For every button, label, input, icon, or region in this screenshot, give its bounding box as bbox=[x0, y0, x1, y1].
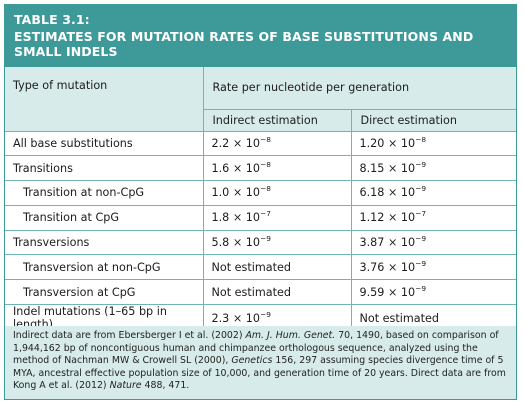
table-footnote: Indirect data are from Ebersberger I et … bbox=[5, 326, 516, 399]
table-row: All base substitutions 2.2 × 10−8 1.20 × 1… bbox=[5, 131, 516, 157]
type-of-mutation-header: Type of mutation bbox=[5, 67, 203, 132]
rate-mantissa: Not estimated bbox=[211, 285, 292, 299]
rate-mantissa: 1.0 × 10 bbox=[211, 186, 261, 200]
mutation-type-cell: Transition at CpG bbox=[5, 205, 203, 231]
footnote-journal: Genetics bbox=[231, 355, 273, 367]
rate-mantissa: Not estimated bbox=[211, 260, 292, 274]
footnote-journal: Nature bbox=[109, 380, 142, 392]
direct-estimation-cell: 1.12 × 10−7 bbox=[350, 205, 516, 231]
rate-exponent: −8 bbox=[415, 134, 427, 144]
indirect-estimation-cell: 5.8 × 10−9 bbox=[202, 230, 351, 256]
rate-mantissa: 3.76 × 10 bbox=[359, 260, 416, 274]
indirect-estimation-cell: 1.8 × 10−7 bbox=[202, 205, 351, 231]
rate-mantissa: 2.2 × 10 bbox=[211, 136, 261, 150]
rate-exponent: −9 bbox=[260, 309, 271, 319]
mutation-type-cell: Transversion at CpG bbox=[5, 279, 203, 306]
direct-estimation-cell: 3.87 × 10−9 bbox=[350, 230, 516, 256]
indirect-estimation-cell: 1.0 × 10−8 bbox=[202, 180, 351, 206]
mutation-type-cell: Transitions bbox=[5, 155, 203, 182]
footnote-text: 156, 297 assuming species divergence tim… bbox=[13, 355, 506, 392]
mutation-rate-table: Type of mutation Rate per nucleotide per… bbox=[5, 67, 516, 333]
indirect-estimation-cell: 2.2 × 10−8 bbox=[202, 131, 351, 157]
rate-exponent: −9 bbox=[415, 159, 427, 169]
rate-exponent: −9 bbox=[415, 234, 427, 244]
rate-mantissa: 3.87 × 10 bbox=[359, 236, 416, 250]
table-row: Transition at CpG 1.8 × 10−7 1.12 × 10−7 bbox=[5, 205, 516, 231]
direct-estimation-cell: 3.76 × 10−9 bbox=[350, 254, 516, 281]
direct-estimation-cell: 6.18 × 10−9 bbox=[350, 180, 516, 206]
mutation-type-cell: All base substitutions bbox=[5, 131, 203, 157]
mutation-type-cell: Transition at non-CpG bbox=[5, 180, 203, 206]
footnote-text: 488, 471. bbox=[141, 380, 190, 392]
table-number: TABLE 3.1: bbox=[14, 12, 90, 27]
rate-exponent: −9 bbox=[415, 184, 427, 194]
direct-estimation-cell: 8.15 × 10−9 bbox=[350, 155, 516, 182]
rate-mantissa: 9.59 × 10 bbox=[359, 285, 416, 299]
header-row-1: Type of mutation Rate per nucleotide per… bbox=[5, 67, 516, 132]
rate-exponent: −9 bbox=[260, 234, 271, 244]
rate-mantissa: 1.6 × 10 bbox=[211, 161, 261, 175]
rate-exponent: −9 bbox=[415, 283, 427, 293]
indirect-estimation-cell: Not estimated bbox=[202, 254, 351, 281]
rate-exponent: −8 bbox=[260, 159, 271, 169]
mutation-type-cell: Transversion at non-CpG bbox=[5, 254, 203, 281]
rate-exponent: −9 bbox=[415, 258, 427, 268]
rate-mantissa: 1.20 × 10 bbox=[359, 136, 416, 150]
footnote-text: 70, 1490, based on comparison of 1,944,1… bbox=[13, 330, 499, 367]
footnote-text: Indirect data are from Ebersberger I et … bbox=[13, 330, 246, 341]
direct-estimation-cell: 1.20 × 10−8 bbox=[350, 131, 516, 157]
rate-exponent: −7 bbox=[260, 209, 271, 219]
rate-mantissa: 1.8 × 10 bbox=[211, 211, 261, 225]
mutation-type-cell: Transversions bbox=[5, 230, 203, 256]
rate-header: Rate per nucleotide per generation bbox=[202, 67, 516, 110]
table-row: Transversion at non-CpG Not estimated 3.76… bbox=[5, 254, 516, 281]
indirect-estimation-header: Indirect estimation bbox=[202, 109, 351, 132]
rate-exponent: −8 bbox=[260, 184, 271, 194]
table-frame: TABLE 3.1: ESTIMATES FOR MUTATION RATES … bbox=[4, 4, 517, 400]
indirect-estimation-cell: 1.6 × 10−8 bbox=[202, 155, 351, 182]
table-title: ESTIMATES FOR MUTATION RATES OF BASE SUB… bbox=[14, 29, 474, 59]
table-row: Transversion at CpG Not estimated 9.59 × 1… bbox=[5, 279, 516, 306]
table-header-band: TABLE 3.1: ESTIMATES FOR MUTATION RATES … bbox=[5, 5, 516, 67]
indirect-estimation-cell: Not estimated bbox=[202, 279, 351, 306]
table-row: Transition at non-CpG 1.0 × 10−8 6.18 × 10… bbox=[5, 180, 516, 206]
direct-estimation-header: Direct estimation bbox=[350, 109, 516, 132]
table-row: Transversions 5.8 × 10−9 3.87 × 10−9 bbox=[5, 230, 516, 256]
rate-exponent: −8 bbox=[260, 134, 271, 144]
rate-mantissa: 8.15 × 10 bbox=[359, 161, 416, 175]
direct-estimation-cell: 9.59 × 10−9 bbox=[350, 279, 516, 306]
rate-mantissa: 2.3 × 10 bbox=[211, 311, 261, 325]
rate-mantissa: 5.8 × 10 bbox=[211, 236, 261, 250]
footnote-journal: Am. J. Hum. Genet. bbox=[245, 330, 336, 341]
rate-mantissa: 1.12 × 10 bbox=[359, 211, 416, 225]
rate-exponent: −7 bbox=[415, 209, 427, 219]
rate-mantissa: 6.18 × 10 bbox=[359, 186, 416, 200]
table-body: All base substitutions 2.2 × 10−8 1.20 × 1… bbox=[5, 131, 516, 333]
table-row: Transitions 1.6 × 10−8 8.15 × 10−9 bbox=[5, 155, 516, 182]
rate-mantissa: Not estimated bbox=[359, 311, 440, 325]
